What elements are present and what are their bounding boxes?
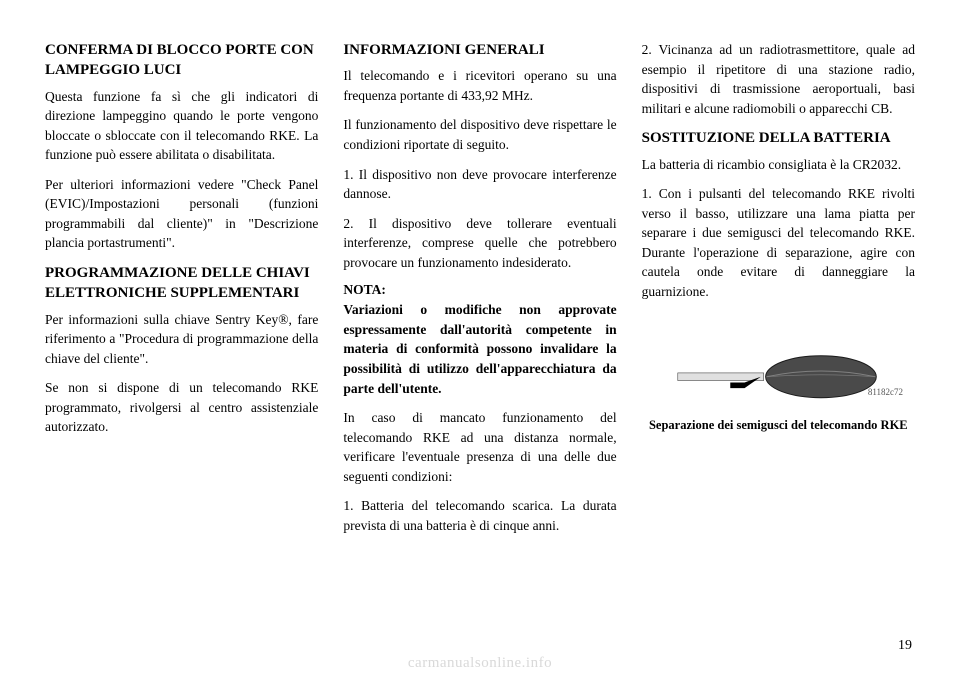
figure-container: 81182c72 Separazione dei semigusci del t… — [642, 329, 915, 433]
para-c3-3: 1. Con i pulsanti del telecomando RKE ri… — [642, 184, 915, 301]
column-1: CONFERMA DI BLOCCO PORTE CON LAMPEGGIO L… — [45, 40, 318, 648]
para-c3-1: 2. Vicinanza ad un radiotrasmettitore, q… — [642, 40, 915, 118]
column-2: INFORMAZIONI GENERALI Il telecomando e i… — [343, 40, 616, 648]
para-c3-2: La batteria di ricambio consigliata è la… — [642, 155, 915, 175]
nota-label: NOTA: — [343, 282, 616, 298]
key-fob-image — [673, 329, 883, 405]
heading-sostituzione: SOSTITUZIONE DELLA BATTERIA — [642, 128, 915, 148]
para-c2-5: In caso di mancato funzionamento del tel… — [343, 408, 616, 486]
image-id-label: 81182c72 — [868, 387, 903, 397]
para-c2-4: 2. Il dispositivo deve tollerare eventua… — [343, 214, 616, 273]
column-3: 2. Vicinanza ad un radiotrasmettitore, q… — [642, 40, 915, 648]
para-c1-1: Questa funzione fa sì che gli indicatori… — [45, 87, 318, 165]
page-columns: CONFERMA DI BLOCCO PORTE CON LAMPEGGIO L… — [45, 40, 915, 648]
heading-conferma-blocco: CONFERMA DI BLOCCO PORTE CON LAMPEGGIO L… — [45, 40, 318, 81]
para-c1-3: Per informazioni sulla chiave Sentry Key… — [45, 310, 318, 369]
para-c2-1: Il telecomando e i ricevitori operano su… — [343, 66, 616, 105]
para-c1-4: Se non si dispone di un telecomando RKE … — [45, 378, 318, 437]
heading-informazioni: INFORMAZIONI GENERALI — [343, 40, 616, 60]
para-c1-2: Per ulteriori informazioni vedere "Check… — [45, 175, 318, 253]
para-c2-3: 1. Il dispositivo non deve provocare int… — [343, 165, 616, 204]
page-number: 19 — [898, 638, 912, 654]
nota-text: Variazioni o modifiche non approvate esp… — [343, 300, 616, 398]
para-c2-6: 1. Batteria del telecomando scarica. La … — [343, 496, 616, 535]
heading-programmazione: PROGRAMMAZIONE DELLE CHIAVI ELETTRONICHE… — [45, 263, 318, 304]
figure-caption: Separazione dei semigusci del telecomand… — [642, 417, 915, 434]
para-c2-2: Il funzionamento del dispositivo deve ri… — [343, 115, 616, 154]
watermark: carmanualsonline.info — [408, 655, 552, 672]
